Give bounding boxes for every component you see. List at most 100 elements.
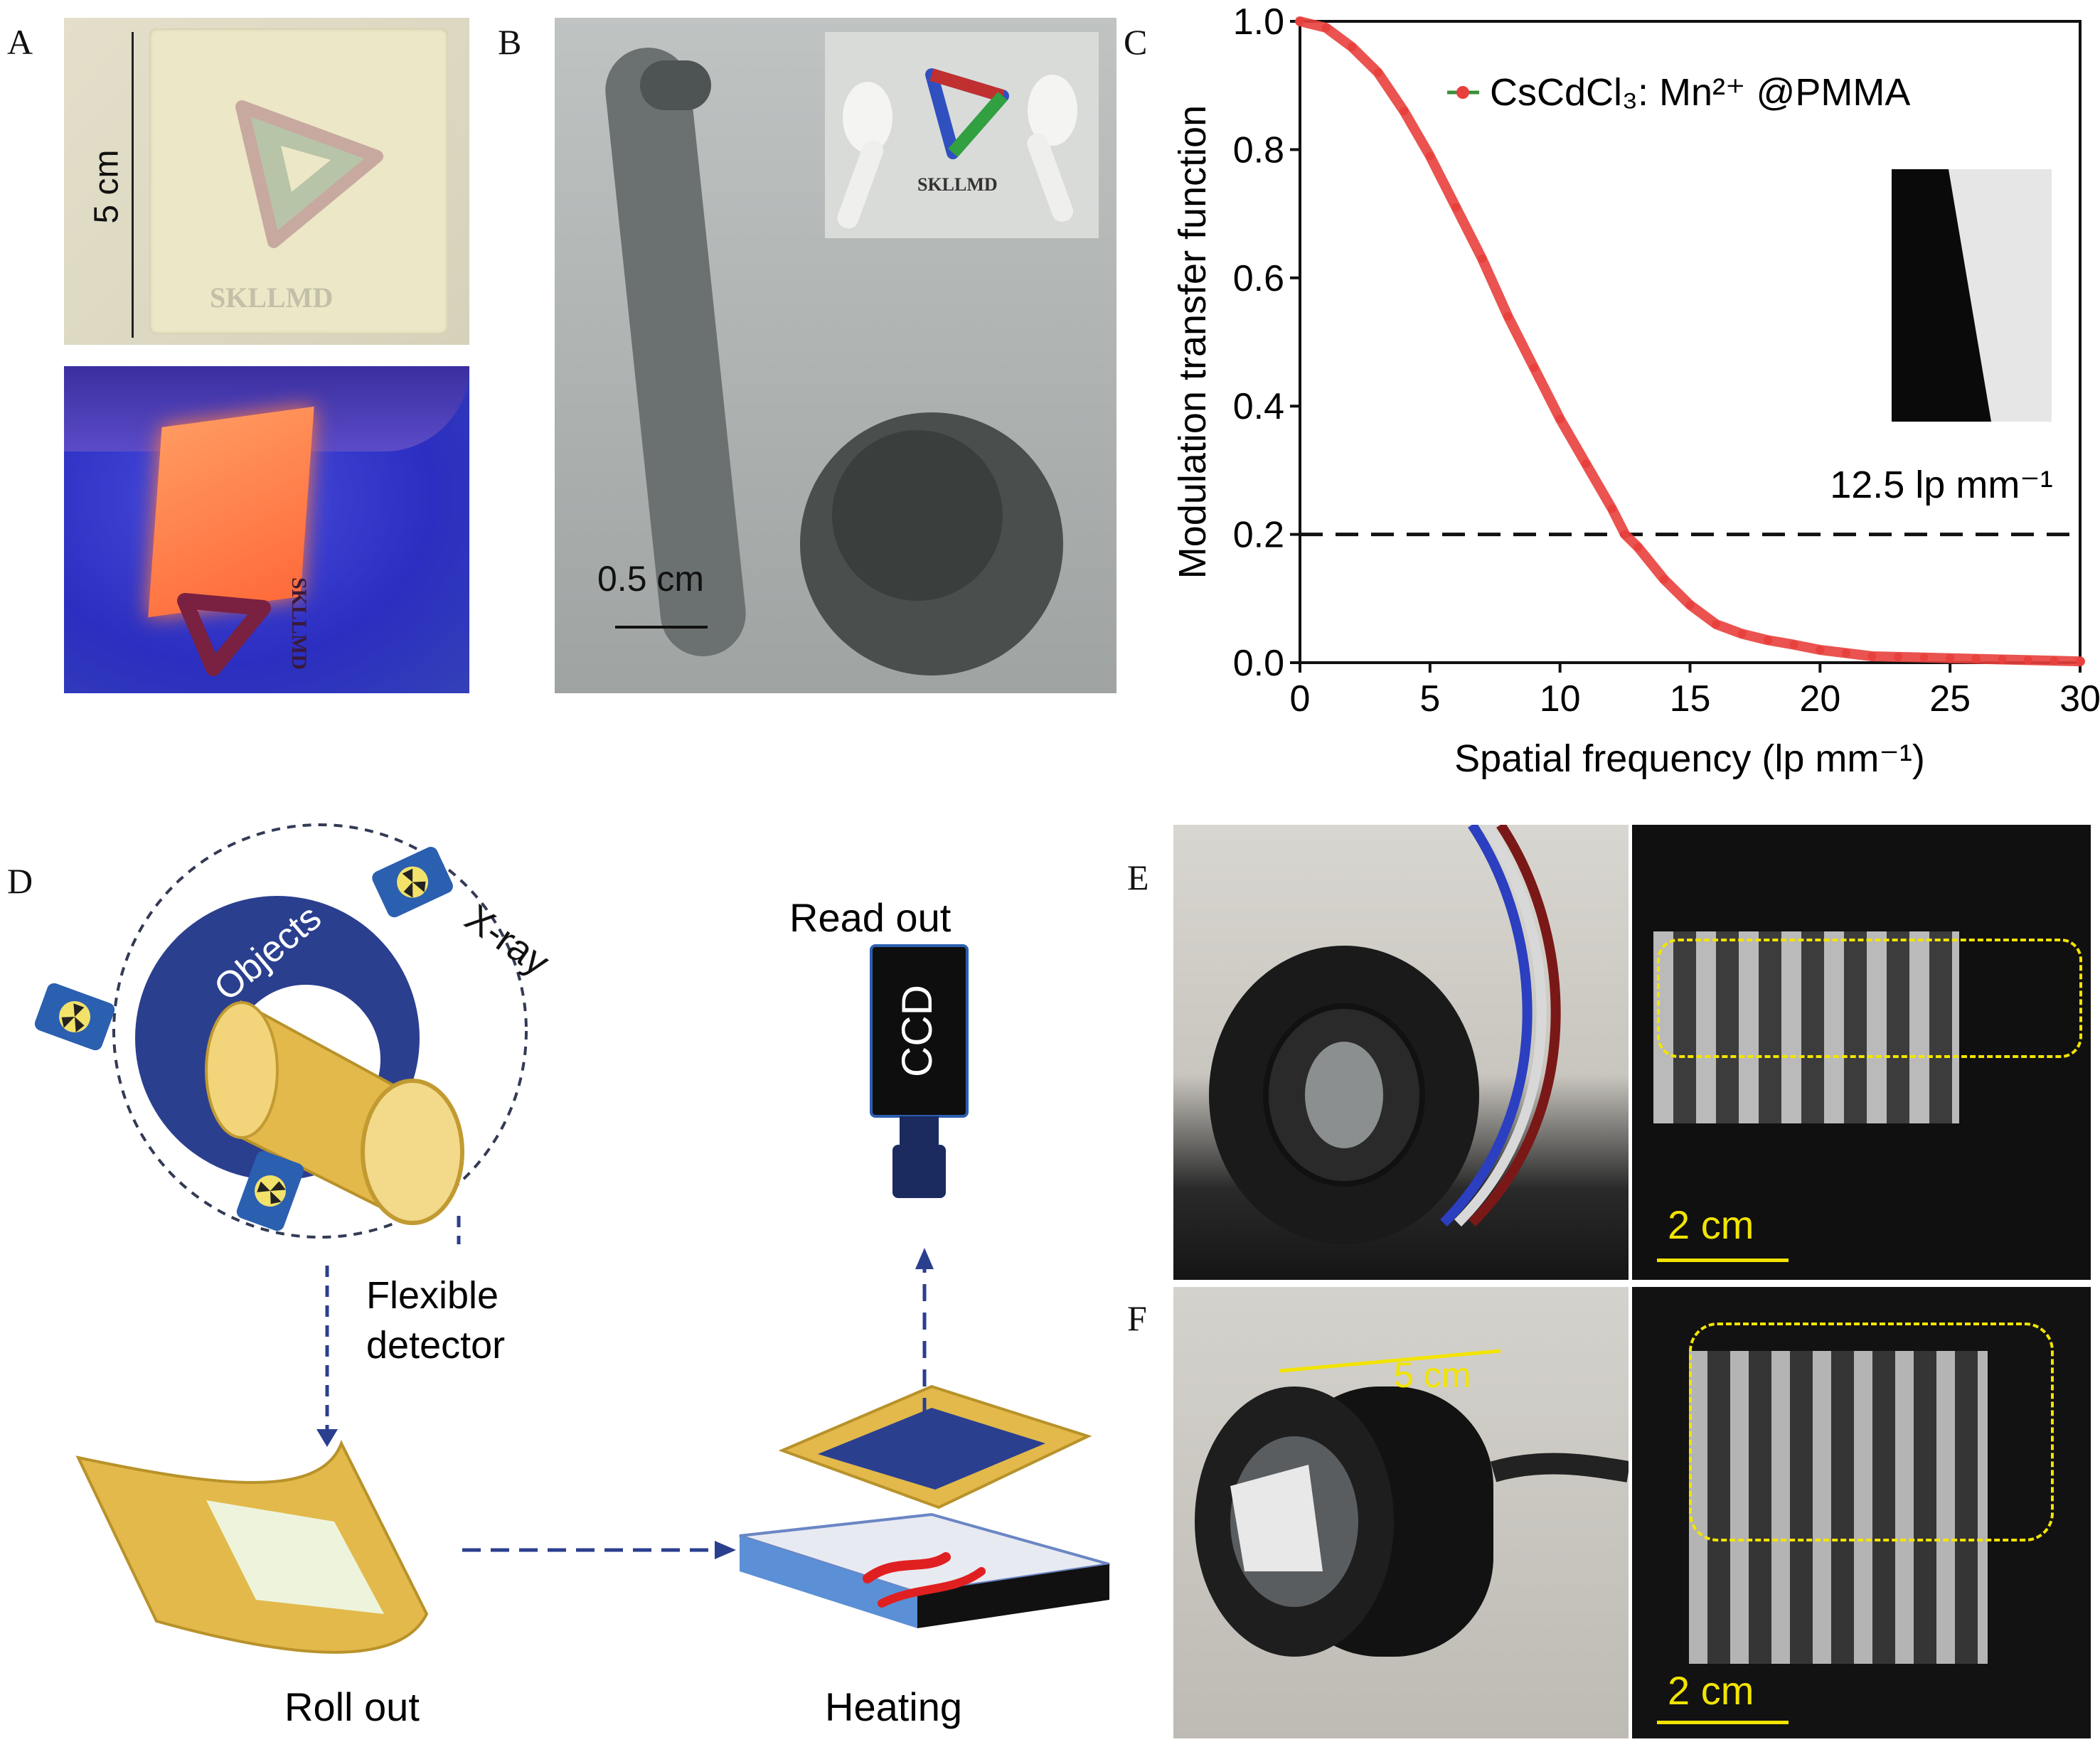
x-tick-label: 25 bbox=[1929, 678, 1971, 720]
data-point bbox=[1321, 23, 1331, 33]
series-curve bbox=[1295, 16, 2085, 667]
scale-bar bbox=[615, 626, 708, 629]
slip-ring-icon bbox=[1195, 1349, 1629, 1657]
y-tick-label: 0.8 bbox=[1233, 129, 1284, 171]
data-point bbox=[2050, 656, 2059, 666]
film-sample: SKLLMD bbox=[149, 28, 448, 334]
y-tick-label: 0.2 bbox=[1233, 515, 1284, 556]
data-point bbox=[1946, 653, 1955, 663]
scale-line bbox=[132, 32, 134, 338]
data-point bbox=[1712, 619, 1721, 629]
radiation-source-icon bbox=[236, 1150, 304, 1231]
panel-a-uv-photo: SKLLMD bbox=[64, 366, 469, 693]
inset-logo-text: SKLLMD bbox=[917, 174, 998, 195]
panel-b-xray-image: SKLLMD 0.5 cm bbox=[555, 18, 1116, 693]
legend-marker bbox=[1456, 86, 1469, 99]
rolled-out-detector bbox=[75, 1440, 429, 1654]
roi-box bbox=[1657, 939, 2082, 1058]
x-tick-label: 15 bbox=[1670, 678, 1711, 720]
data-point bbox=[1737, 629, 1747, 638]
xray-label: X-ray bbox=[457, 897, 557, 984]
panel-e-letter: E bbox=[1127, 857, 1149, 897]
data-point bbox=[1789, 640, 1798, 649]
panel-e-xray-image: 2 cm bbox=[1632, 825, 2091, 1280]
y-tick-label: 0.6 bbox=[1233, 258, 1284, 299]
panel-e-photo bbox=[1173, 825, 1629, 1280]
rollout-label: Roll out bbox=[284, 1684, 420, 1729]
arrow-head-icon bbox=[316, 1429, 338, 1447]
inset-photo-earbuds: SKLLMD bbox=[825, 32, 1099, 238]
data-point bbox=[1400, 107, 1409, 116]
scale-bar bbox=[1657, 1721, 1789, 1724]
data-point bbox=[1998, 655, 2007, 664]
ccd-camera-icon bbox=[870, 944, 969, 1198]
flexible-detector-tube bbox=[205, 1000, 464, 1225]
panel-f-photo: 5 cm bbox=[1173, 1287, 1629, 1738]
scale-label: 5 cm bbox=[87, 149, 126, 224]
data-point bbox=[1503, 311, 1513, 321]
inset-resolution-label: 12.5 lp mm⁻¹ bbox=[1830, 464, 2053, 506]
arrow-head-icon bbox=[915, 1248, 934, 1269]
data-point bbox=[2023, 656, 2032, 665]
readout-label: Read out bbox=[789, 895, 952, 940]
data-point bbox=[1971, 654, 1981, 663]
uv-logo-text: SKLLMD bbox=[287, 577, 311, 670]
data-point bbox=[1919, 653, 1929, 662]
y-tick-label: 0.4 bbox=[1233, 386, 1284, 427]
x-tick-label: 20 bbox=[1799, 678, 1840, 720]
detector-on-stage bbox=[778, 1384, 1092, 1509]
data-point bbox=[1607, 504, 1616, 513]
ccd-label: CCD bbox=[893, 985, 941, 1077]
axis-ticks: 0 5 10 15 20 25 30 0.0 0.2 0.4 0.6 0.8 1.0 bbox=[1233, 1, 2100, 720]
panel-d-letter: D bbox=[7, 861, 33, 901]
xray-bars bbox=[1653, 931, 1959, 1123]
y-tick-label: 1.0 bbox=[1233, 1, 1284, 43]
data-point bbox=[1530, 363, 1539, 373]
data-point bbox=[1867, 651, 1877, 661]
panel-a-letter: A bbox=[7, 22, 33, 62]
data-point bbox=[1685, 600, 1695, 609]
scale-label: 2 cm bbox=[1668, 1668, 1754, 1713]
xray-orbit bbox=[112, 823, 528, 1239]
legend-label: CsCdCl₃: Mn²⁺ @PMMA bbox=[1490, 71, 1910, 114]
logo-text: SKLLMD bbox=[210, 282, 334, 314]
roi-box bbox=[1689, 1322, 2054, 1541]
data-point bbox=[1555, 415, 1565, 424]
flexible-label-1: Flexible bbox=[366, 1274, 499, 1317]
scale-bar bbox=[1657, 1259, 1789, 1262]
heating-label: Heating bbox=[825, 1684, 962, 1729]
panel-f-xray-image: 2 cm bbox=[1632, 1287, 2091, 1738]
flexible-label-2: detector bbox=[366, 1324, 505, 1367]
data-point bbox=[1425, 151, 1434, 161]
panel-a-top-photo: SKLLMD 5 cm bbox=[64, 18, 469, 345]
x-tick-label: 10 bbox=[1540, 678, 1581, 720]
data-point bbox=[1296, 17, 1304, 26]
data-point bbox=[1841, 648, 1850, 658]
scale-label: 0.5 cm bbox=[597, 559, 705, 599]
skllmd-logo-icon bbox=[235, 100, 383, 248]
panel-b-letter: B bbox=[498, 22, 522, 62]
data-point bbox=[2076, 657, 2084, 666]
data-point bbox=[1582, 459, 1591, 469]
data-point bbox=[1894, 652, 1903, 661]
data-point bbox=[1621, 530, 1630, 539]
series-points bbox=[1296, 17, 2084, 666]
x-tick-label: 0 bbox=[1290, 678, 1311, 720]
y-axis-label: Modulation transfer function bbox=[1171, 105, 1214, 579]
data-point bbox=[1633, 543, 1643, 552]
data-point bbox=[1373, 68, 1382, 78]
data-point bbox=[1764, 636, 1773, 645]
x-axis-label: Spatial frequency (lp mm⁻¹) bbox=[1454, 737, 1925, 780]
data-point bbox=[1348, 43, 1357, 52]
data-point bbox=[1451, 203, 1461, 212]
data-point bbox=[1816, 645, 1825, 654]
earbuds-logo-icon bbox=[837, 68, 1077, 229]
mtf-chart: 0 5 10 15 20 25 30 0.0 0.2 0.4 0.6 0.8 1.0 Modulatio… bbox=[1171, 1, 2100, 780]
knife-edge-inset bbox=[1892, 169, 2052, 422]
x-tick-label: 30 bbox=[2059, 678, 2100, 720]
arrow-head-icon bbox=[715, 1541, 736, 1559]
panel-c-letter: C bbox=[1124, 22, 1148, 62]
scale-label: 2 cm bbox=[1668, 1202, 1754, 1247]
slip-ring-icon bbox=[1209, 825, 1561, 1244]
data-point bbox=[1659, 575, 1668, 584]
